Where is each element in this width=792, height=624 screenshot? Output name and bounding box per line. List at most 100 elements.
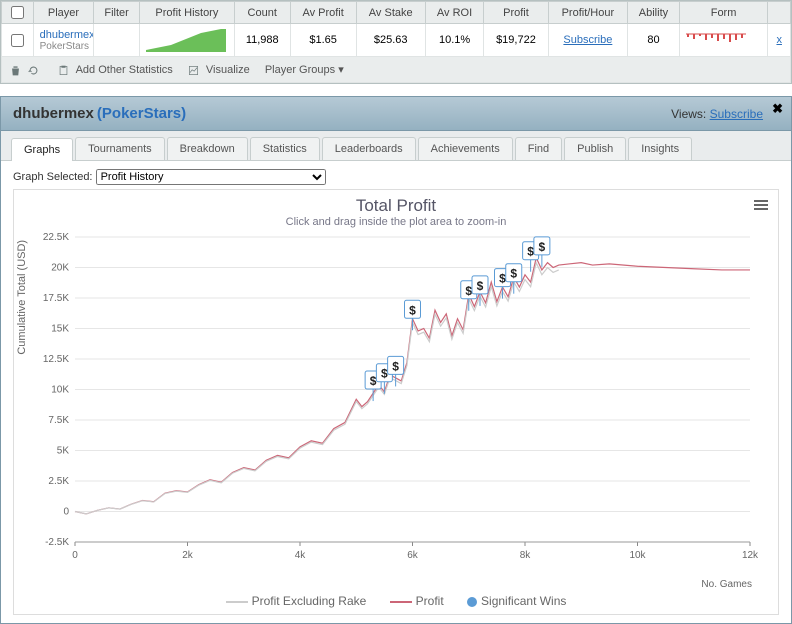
trash-icon[interactable] [10, 65, 21, 76]
svg-text:$: $ [465, 284, 472, 298]
svg-text:10K: 10K [51, 385, 69, 396]
col-profit-hour[interactable]: Profit/Hour [548, 2, 628, 24]
player-summary-panel: Player Filter Profit History Count Av Pr… [0, 0, 792, 84]
views-subscribe-link[interactable]: Subscribe [710, 107, 763, 121]
clipboard-icon[interactable] [58, 65, 69, 76]
graph-select[interactable]: Profit History [96, 169, 326, 185]
svg-text:7.5K: 7.5K [48, 415, 69, 426]
svg-text:0: 0 [63, 507, 69, 518]
svg-text:12k: 12k [742, 550, 759, 561]
profit-cell: $19,722 [484, 24, 548, 57]
card-player-name: dhubermex [13, 105, 94, 122]
remove-cell[interactable]: x [768, 24, 791, 57]
svg-text:$: $ [392, 359, 399, 373]
svg-text:2k: 2k [182, 550, 194, 561]
svg-text:$: $ [381, 367, 388, 381]
remove-link[interactable]: x [776, 34, 782, 46]
svg-text:$: $ [499, 272, 506, 286]
svg-text:$: $ [527, 245, 534, 259]
chart-plot[interactable]: Cumulative Total (USD) -2.5K02.5K5K7.5K1… [20, 232, 760, 592]
chart-svg[interactable]: -2.5K02.5K5K7.5K10K12.5K15K17.5K20K22.5K… [20, 232, 760, 572]
profit-history-sparkline [139, 24, 234, 57]
svg-text:15K: 15K [51, 324, 69, 335]
player-name: dhubermex [40, 29, 94, 41]
svg-text:0: 0 [72, 550, 78, 561]
graph-area: Graph Selected: Profit History Total Pro… [1, 161, 791, 623]
svg-text:6k: 6k [407, 550, 419, 561]
ability-cell: 80 [628, 24, 679, 57]
col-count[interactable]: Count [234, 2, 290, 24]
col-form[interactable]: Form [679, 2, 768, 24]
form-sparkline [679, 24, 768, 57]
card-player-site[interactable]: (PokerStars) [97, 105, 186, 122]
svg-text:$: $ [409, 303, 416, 317]
col-ability[interactable]: Ability [628, 2, 679, 24]
tab-statistics[interactable]: Statistics [250, 137, 320, 160]
tab-insights[interactable]: Insights [628, 137, 692, 160]
legend-sig: Significant Wins [467, 594, 566, 608]
sparkline-svg [146, 28, 228, 52]
svg-text:$: $ [539, 240, 546, 254]
row-checkbox-cell[interactable] [2, 24, 34, 57]
select-all-checkbox[interactable] [11, 6, 24, 19]
table-header-row: Player Filter Profit History Count Av Pr… [2, 2, 791, 24]
col-profit-history[interactable]: Profit History [139, 2, 234, 24]
tab-breakdown[interactable]: Breakdown [167, 137, 248, 160]
graph-select-label: Graph Selected: [13, 171, 93, 183]
views-area: Views: Subscribe [671, 107, 763, 121]
col-av-stake[interactable]: Av Stake [356, 2, 425, 24]
col-profit[interactable]: Profit [484, 2, 548, 24]
svg-text:8k: 8k [520, 550, 532, 561]
svg-text:-2.5K: -2.5K [45, 537, 69, 548]
tab-publish[interactable]: Publish [564, 137, 626, 160]
av-stake-cell: $25.63 [356, 24, 425, 57]
av-profit-cell: $1.65 [290, 24, 356, 57]
col-filter[interactable]: Filter [94, 2, 140, 24]
col-checkbox[interactable] [2, 2, 34, 24]
svg-text:12.5K: 12.5K [43, 354, 69, 365]
legend-profit: Profit [390, 594, 444, 608]
card-header: dhubermex (PokerStars) Views: Subscribe … [1, 97, 791, 131]
svg-text:$: $ [477, 279, 484, 293]
add-statistics-button[interactable]: Add Other Statistics [76, 64, 173, 76]
tab-achievements[interactable]: Achievements [418, 137, 513, 160]
player-cell[interactable]: dhubermex PokerStars [33, 24, 94, 57]
chart-menu-icon[interactable] [754, 198, 768, 212]
views-label: Views: [671, 107, 706, 121]
player-table: Player Filter Profit History Count Av Pr… [1, 1, 791, 83]
tab-graphs[interactable]: Graphs [11, 138, 73, 161]
chart-ylabel: Cumulative Total (USD) [16, 240, 28, 355]
close-icon[interactable]: ✖ [772, 101, 783, 117]
svg-text:10k: 10k [629, 550, 646, 561]
svg-text:4k: 4k [295, 550, 307, 561]
svg-text:$: $ [510, 267, 517, 281]
svg-text:$: $ [370, 374, 377, 388]
chart-xlabel: No. Games [701, 579, 752, 590]
player-groups-dropdown[interactable]: Player Groups ▾ [265, 64, 344, 76]
svg-text:20K: 20K [51, 263, 69, 274]
col-av-profit[interactable]: Av Profit [290, 2, 356, 24]
tab-find[interactable]: Find [515, 137, 562, 160]
chevron-down-icon: ▾ [338, 64, 344, 76]
subscribe-link[interactable]: Subscribe [563, 34, 612, 46]
chart-container: Total Profit Click and drag inside the p… [13, 189, 779, 615]
chart-legend: Profit Excluding Rake Profit Significant… [20, 592, 772, 608]
chart-icon[interactable] [188, 65, 199, 76]
refresh-icon[interactable] [28, 65, 39, 76]
svg-text:22.5K: 22.5K [43, 232, 69, 243]
player-card: dhubermex (PokerStars) Views: Subscribe … [0, 96, 792, 624]
profit-hour-cell[interactable]: Subscribe [548, 24, 628, 57]
chart-title: Total Profit [20, 196, 772, 216]
tab-tournaments[interactable]: Tournaments [75, 137, 165, 160]
col-av-roi[interactable]: Av ROI [425, 2, 484, 24]
col-actions [768, 2, 791, 24]
filter-cell[interactable] [94, 24, 140, 57]
av-roi-cell: 10.1% [425, 24, 484, 57]
col-player[interactable]: Player [33, 2, 94, 24]
graph-select-row: Graph Selected: Profit History [13, 169, 779, 185]
visualize-button[interactable]: Visualize [206, 64, 250, 76]
tab-leaderboards[interactable]: Leaderboards [322, 137, 416, 160]
count-cell: 11,988 [234, 24, 290, 57]
form-svg [686, 31, 746, 49]
row-checkbox[interactable] [11, 34, 24, 47]
